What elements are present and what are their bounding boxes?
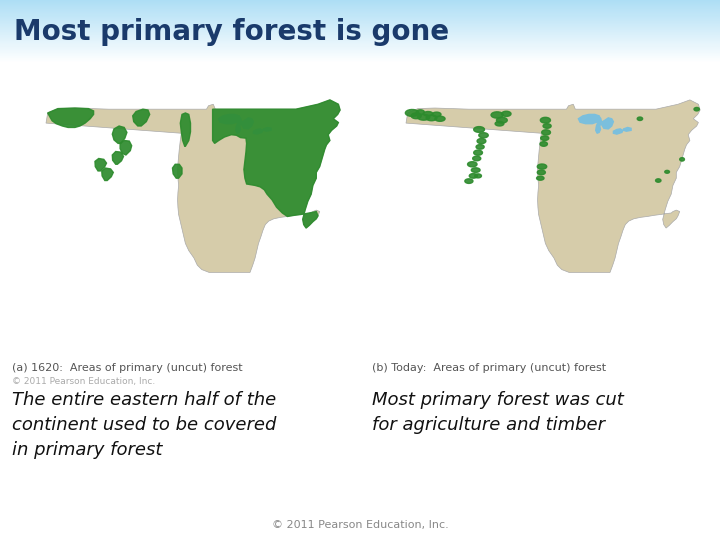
Polygon shape [416,110,424,114]
Polygon shape [253,129,263,134]
Polygon shape [473,156,481,161]
Polygon shape [180,113,191,146]
Polygon shape [474,150,482,156]
Polygon shape [537,170,546,175]
Polygon shape [536,176,544,180]
Polygon shape [411,113,421,119]
Text: (b) Today:  Areas of primary (uncut) forest: (b) Today: Areas of primary (uncut) fore… [372,363,606,373]
Polygon shape [469,173,477,178]
Polygon shape [491,112,503,118]
Text: © 2011 Pearson Education, Inc.: © 2011 Pearson Education, Inc. [271,520,449,530]
Polygon shape [102,168,113,180]
Polygon shape [264,127,271,131]
Polygon shape [95,158,107,171]
Polygon shape [418,114,430,120]
Polygon shape [406,100,700,273]
Polygon shape [474,126,485,132]
Polygon shape [112,152,124,164]
Polygon shape [467,161,477,167]
Polygon shape [112,126,127,144]
Polygon shape [173,164,182,178]
Polygon shape [540,141,547,146]
Polygon shape [495,122,504,126]
Polygon shape [432,112,441,117]
Polygon shape [426,115,437,121]
Polygon shape [472,168,480,172]
Polygon shape [665,171,670,173]
Polygon shape [694,107,699,111]
Polygon shape [405,110,419,117]
Polygon shape [656,179,661,183]
Polygon shape [120,140,132,155]
Polygon shape [624,127,631,131]
Polygon shape [132,109,150,126]
Polygon shape [497,117,508,123]
Polygon shape [46,100,340,273]
Polygon shape [48,108,94,127]
Polygon shape [680,158,685,161]
Polygon shape [601,118,613,129]
Text: © 2011 Pearson Education, Inc.: © 2011 Pearson Education, Inc. [12,377,156,386]
Text: The entire eastern half of the
continent used to be covered
in primary forest: The entire eastern half of the continent… [12,391,276,459]
Text: Most primary forest is gone: Most primary forest is gone [14,18,449,46]
Polygon shape [613,129,623,134]
Polygon shape [541,136,549,140]
Polygon shape [241,118,253,129]
Polygon shape [637,117,643,120]
Polygon shape [235,118,241,133]
Polygon shape [541,130,551,135]
Polygon shape [578,114,600,124]
Polygon shape [474,174,482,178]
Polygon shape [537,164,546,169]
Polygon shape [476,145,484,149]
Polygon shape [212,100,340,228]
Polygon shape [595,118,601,133]
Polygon shape [479,133,488,138]
Polygon shape [541,117,551,123]
Polygon shape [423,111,433,116]
Text: Most primary forest was cut
for agriculture and timber: Most primary forest was cut for agricult… [372,391,624,434]
Polygon shape [477,138,486,144]
Text: (a) 1620:  Areas of primary (uncut) forest: (a) 1620: Areas of primary (uncut) fores… [12,363,243,373]
Polygon shape [543,124,552,129]
Polygon shape [218,114,240,124]
Polygon shape [465,179,473,184]
Polygon shape [435,116,445,122]
Polygon shape [502,111,511,117]
